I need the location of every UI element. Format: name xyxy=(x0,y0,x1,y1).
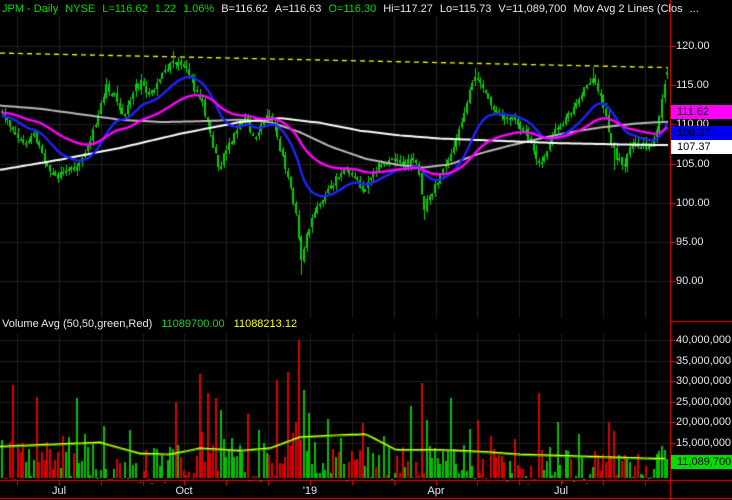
quote-last-price: L=116.62 xyxy=(102,3,148,15)
quote-net-change: 1.22 xyxy=(154,3,176,15)
x-axis-label: Oct xyxy=(175,485,193,497)
volume-indicator-name[interactable]: Volume Avg (50,50,green,Red) xyxy=(2,318,153,330)
price-axis-label: 95.00 xyxy=(676,236,704,248)
quote-exchange: NYSE xyxy=(65,3,96,15)
current-volume-badge: 11,089,700 xyxy=(671,455,732,469)
price-axis-label: 120.00 xyxy=(676,40,710,52)
volume-axis-label: 25,000,000 xyxy=(676,395,732,408)
ma-slow-value-badge: 111.62 xyxy=(671,105,732,119)
quote-open-price: O=116.30 xyxy=(328,3,377,15)
x-axis-label: '19 xyxy=(302,485,318,497)
x-axis-label: Apr xyxy=(427,485,445,497)
quote-bar: JPM - Daily NYSE L=116.62 1.22 1.06% B=116.62… xyxy=(2,2,732,17)
quote-bid: B=116.62 xyxy=(221,3,268,15)
volume-axis-label: 20,000,000 xyxy=(676,416,732,429)
volume-avg-red-value: 11088213.12 xyxy=(233,318,298,330)
quote-symbol-timeframe[interactable]: JPM - Daily xyxy=(2,3,59,15)
x-axis-label: Jul xyxy=(553,485,569,497)
price-axis-label: 100.00 xyxy=(676,196,710,209)
volume-axis-label: 40,000,000 xyxy=(676,334,732,346)
x-axis-label: Jul xyxy=(51,485,67,497)
price-axis-label: 105.00 xyxy=(676,157,710,170)
price-axis-label: 115.00 xyxy=(676,79,709,92)
volume-avg-green-value: 11089700.00 xyxy=(161,318,225,330)
ma-fast-value-badge: 108.97 xyxy=(671,126,732,140)
volume-axis-label: 30,000,000 xyxy=(676,375,732,388)
volume-axis-label: 35,000,000 xyxy=(676,354,732,367)
quote-indicator-name[interactable]: Mov Avg 2 Lines (Clos xyxy=(573,3,683,15)
volume-axis-label: 15,000,000 xyxy=(676,437,732,449)
quote-percent-change: 1.06% xyxy=(183,3,215,15)
quote-ask: A=116.63 xyxy=(274,3,322,15)
ma-200-value-badge: 107.37 xyxy=(671,140,732,154)
quote-high-price: Hi=117.27 xyxy=(383,3,433,15)
quote-ellipsis: ... xyxy=(689,3,699,15)
volume-indicator-label-row: Volume Avg (50,50,green,Red) 11089700.00… xyxy=(2,317,297,331)
price-axis-label: 90.00 xyxy=(676,275,704,288)
quote-low-price: Lo=115.73 xyxy=(439,3,492,15)
quote-volume: V=11,089,700 xyxy=(498,3,567,15)
